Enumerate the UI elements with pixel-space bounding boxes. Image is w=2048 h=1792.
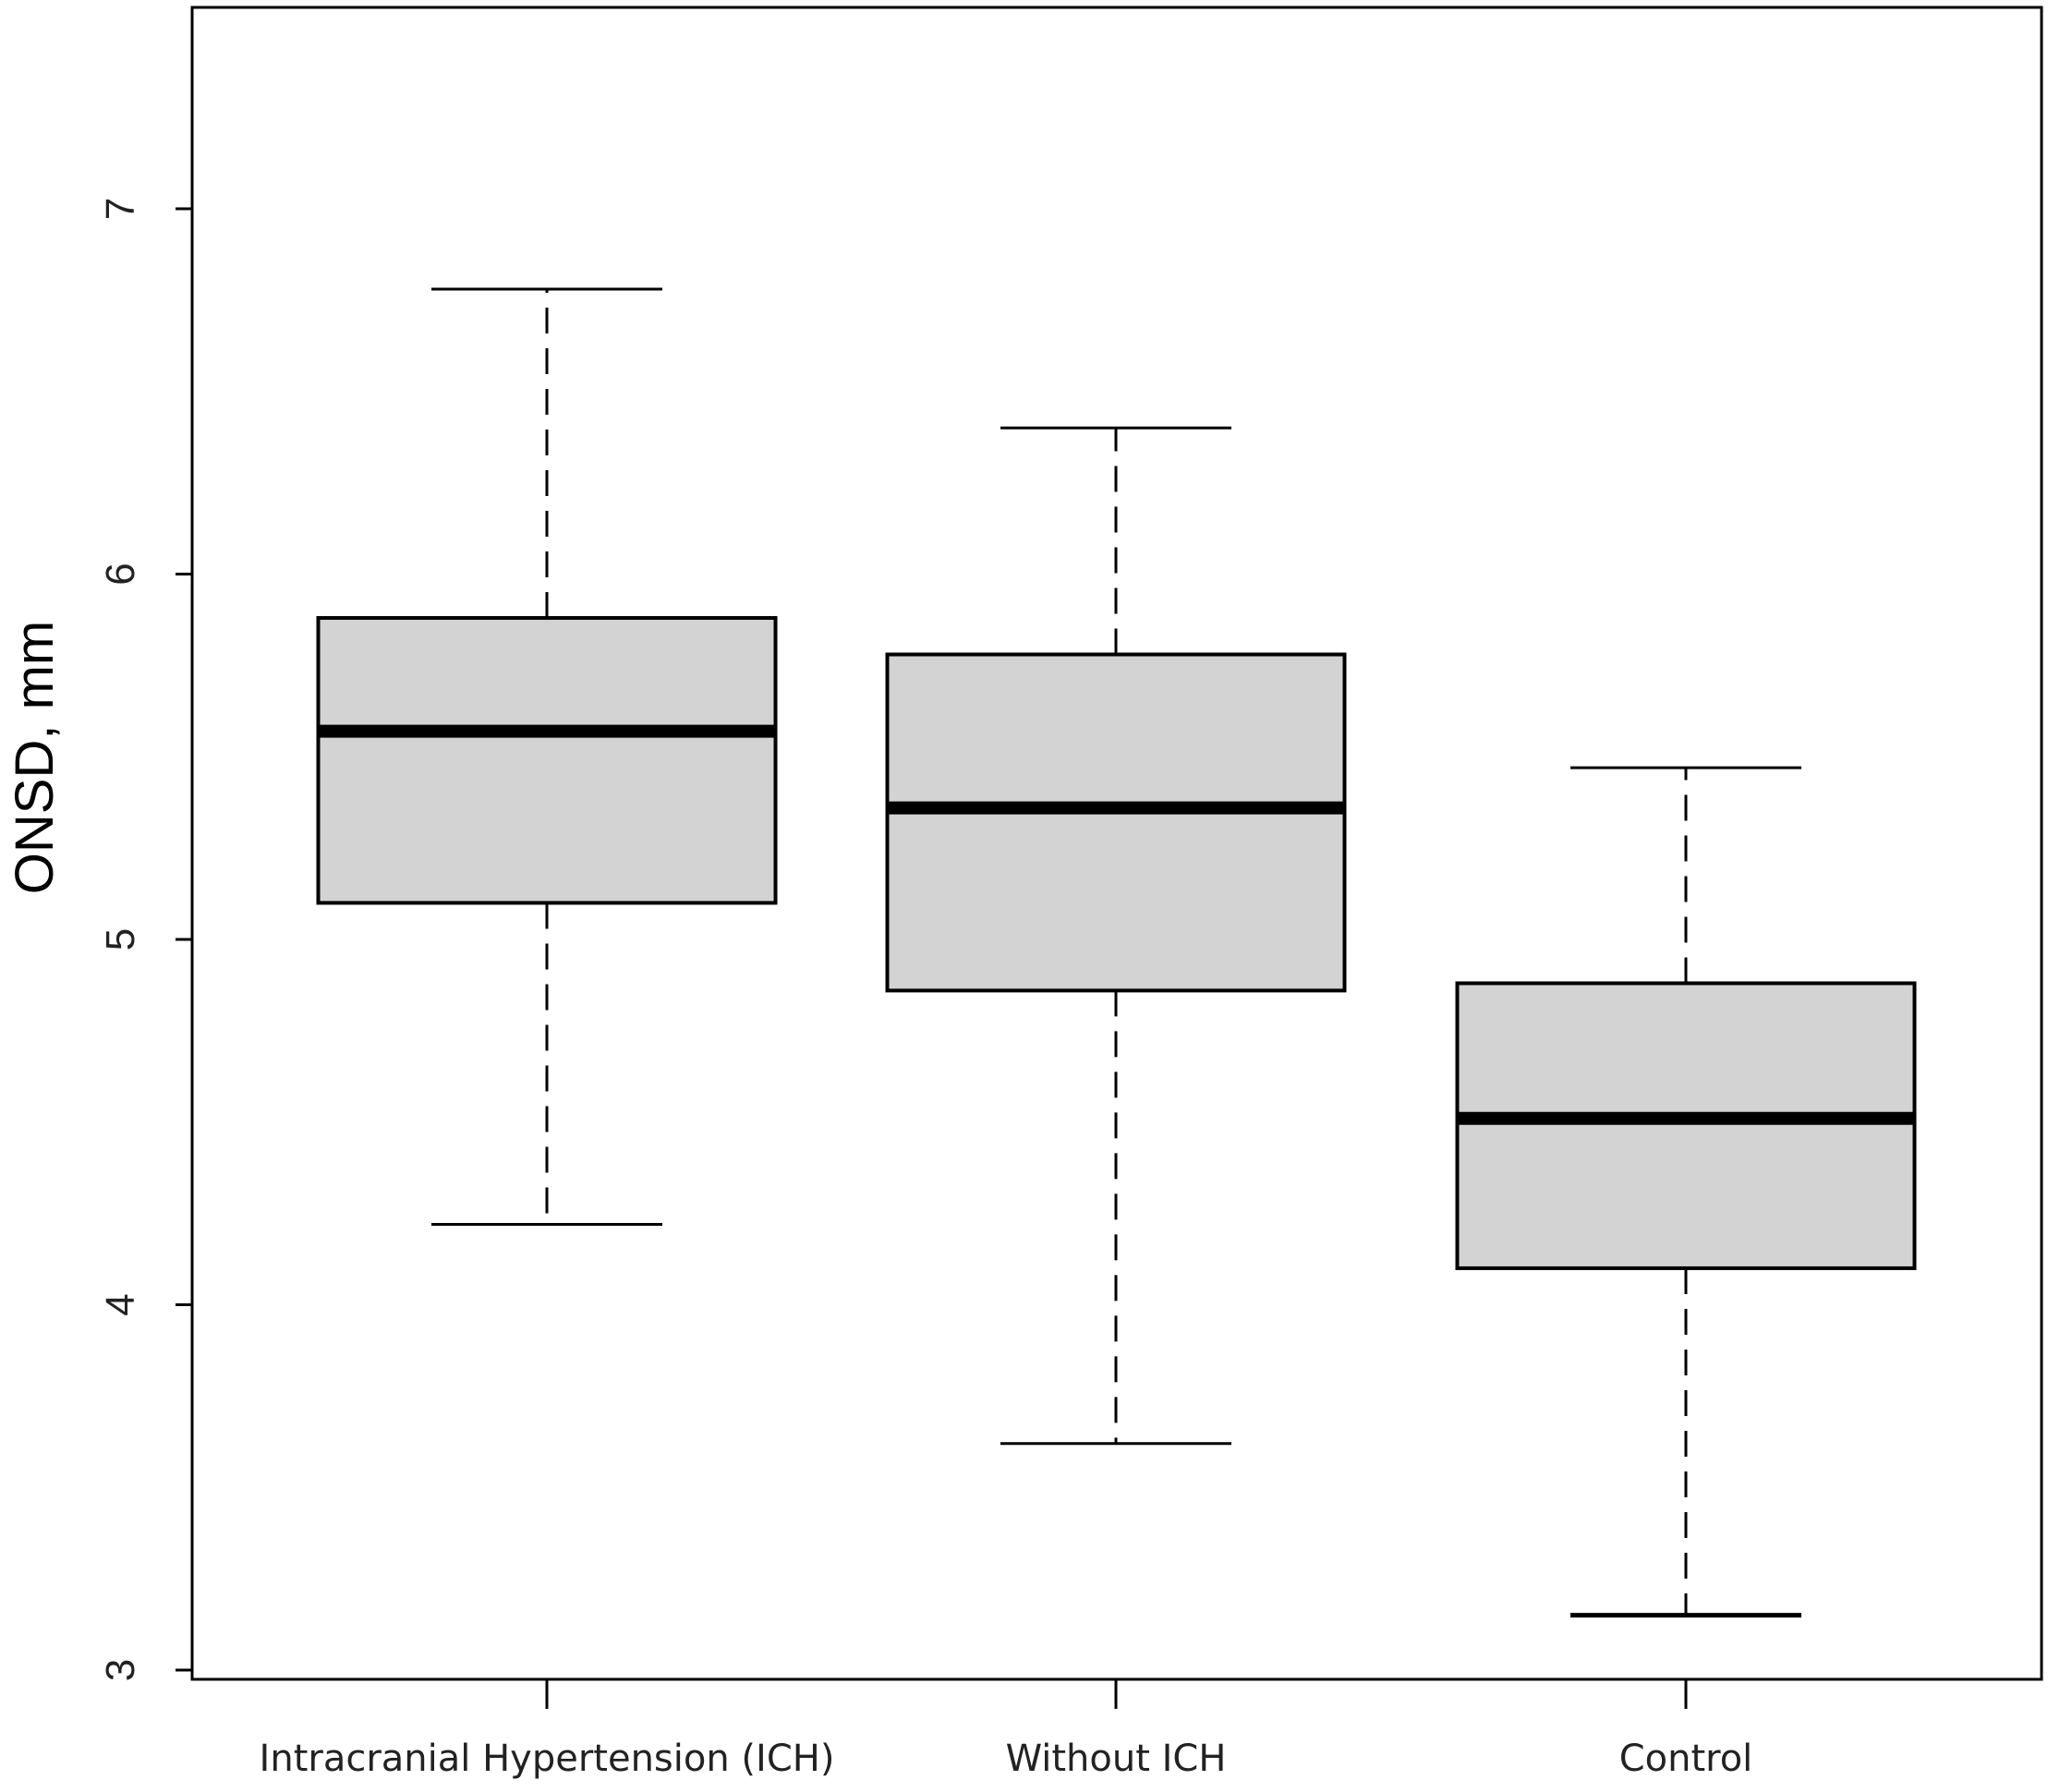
y-tick-label-7: 7 <box>98 198 143 220</box>
iqr-box <box>1455 981 1917 1270</box>
x-category-label-1: Without ICH <box>1006 1738 1227 1780</box>
x-axis: Intracranial Hypertension (ICH) Without I… <box>260 1679 1753 1780</box>
iqr-box <box>316 615 778 905</box>
y-axis: 3 4 5 6 7 <box>98 198 192 1681</box>
x-category-label-2: Control <box>1619 1738 1753 1780</box>
y-tick-label-5: 5 <box>98 928 143 950</box>
box-series <box>316 287 1917 1618</box>
y-tick-label-4: 4 <box>98 1293 143 1315</box>
y-tick-label-3: 3 <box>98 1659 143 1681</box>
y-axis-title: ONSD, mm <box>5 621 65 894</box>
x-category-label-0: Intracranial Hypertension (ICH) <box>260 1738 835 1780</box>
box-group-2 <box>1455 766 1917 1618</box>
y-tick-label-6: 6 <box>98 563 143 585</box>
iqr-box <box>885 652 1347 993</box>
box-group-0 <box>316 287 778 1226</box>
box-group-1 <box>885 426 1347 1446</box>
